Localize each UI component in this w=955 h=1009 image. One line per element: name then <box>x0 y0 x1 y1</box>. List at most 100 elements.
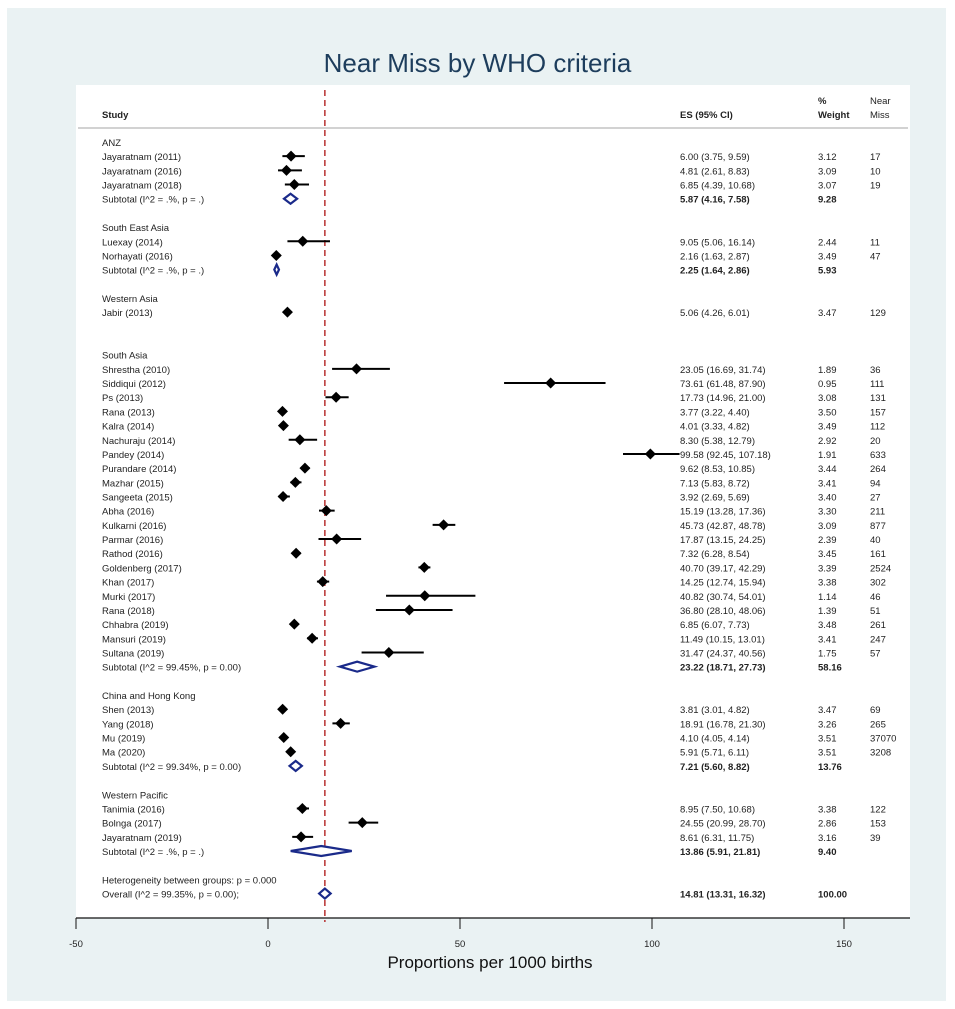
header-nearmiss-2: Miss <box>870 110 890 121</box>
es-ci-value: 73.61 (61.48, 87.90) <box>680 379 766 390</box>
es-ci-value: 6.85 (6.07, 7.73) <box>680 620 750 631</box>
es-ci-value: 8.95 (7.50, 10.68) <box>680 804 755 815</box>
point-estimate <box>285 746 297 758</box>
weight-value: 3.50 <box>818 407 837 418</box>
study-label: Kalra (2014) <box>102 422 154 433</box>
near-miss-value: 131 <box>870 393 886 404</box>
weight-value: 3.51 <box>818 748 837 759</box>
near-miss-value: 37070 <box>870 734 896 745</box>
point-estimate <box>285 150 297 162</box>
group-label: Western Pacific <box>102 790 168 801</box>
es-ci-value: 45.73 (42.87, 48.78) <box>680 521 766 532</box>
near-miss-value: 40 <box>870 535 881 546</box>
study-label: Mansuri (2019) <box>102 634 166 645</box>
point-estimate <box>278 732 290 744</box>
weight-value: 3.16 <box>818 833 837 844</box>
near-miss-value: 129 <box>870 308 886 319</box>
near-miss-value: 111 <box>870 379 884 390</box>
point-estimate <box>296 802 308 814</box>
weight-value: 3.47 <box>818 705 837 716</box>
point-estimate <box>419 590 431 602</box>
es-ci-value: 17.87 (13.15, 24.25) <box>680 535 766 546</box>
point-estimate <box>383 646 395 658</box>
es-ci-value: 31.47 (24.37, 40.56) <box>680 648 766 659</box>
study-label: Jayaratnam (2018) <box>102 181 182 192</box>
plot-area <box>76 85 910 918</box>
x-tick-label: 150 <box>836 939 852 950</box>
weight-value: 3.49 <box>818 422 837 433</box>
es-ci-value: 9.62 (8.53, 10.85) <box>680 464 755 475</box>
x-tick-label: 50 <box>455 939 466 950</box>
near-miss-value: 69 <box>870 705 881 716</box>
near-miss-value: 265 <box>870 719 886 730</box>
point-estimate <box>297 235 309 247</box>
es-ci-value: 2.16 (1.63, 2.87) <box>680 251 750 262</box>
study-label: Pandey (2014) <box>102 450 164 461</box>
weight-value: 3.26 <box>818 719 837 730</box>
near-miss-value: 161 <box>870 549 886 560</box>
point-estimate <box>288 179 300 191</box>
near-miss-value: 36 <box>870 365 881 376</box>
study-label: Jayaratnam (2011) <box>102 152 181 163</box>
study-label: Sangeeta (2015) <box>102 493 173 504</box>
point-estimate <box>281 306 293 318</box>
es-ci-value: 5.87 (4.16, 7.58) <box>680 195 750 206</box>
point-estimate <box>306 632 318 644</box>
weight-value: 2.44 <box>818 237 837 248</box>
weight-value: 3.45 <box>818 549 837 560</box>
point-estimate <box>545 377 557 389</box>
near-miss-value: 3208 <box>870 748 891 759</box>
point-estimate <box>280 164 292 176</box>
header-es: ES (95% CI) <box>680 110 733 121</box>
point-estimate <box>403 604 415 616</box>
point-estimate <box>644 448 656 460</box>
near-miss-value: 261 <box>870 620 886 631</box>
study-label: Bolnga (2017) <box>102 819 162 830</box>
es-ci-value: 13.86 (5.91, 21.81) <box>680 847 760 858</box>
near-miss-value: 264 <box>870 464 886 475</box>
es-ci-value: 11.49 (10.15, 13.01) <box>680 634 765 645</box>
study-label: Yang (2018) <box>102 719 154 730</box>
point-estimate <box>418 561 430 573</box>
near-miss-value: 247 <box>870 634 886 645</box>
weight-value: 3.08 <box>818 393 837 404</box>
x-tick-label: 0 <box>265 939 270 950</box>
point-estimate <box>288 618 300 630</box>
near-miss-value: 94 <box>870 478 881 489</box>
es-ci-value: 18.91 (16.78, 21.30) <box>680 719 766 730</box>
study-label: Rana (2018) <box>102 606 155 617</box>
weight-value: 9.28 <box>818 195 837 206</box>
near-miss-value: 112 <box>870 422 885 433</box>
subtotal-diamond <box>273 262 281 278</box>
near-miss-value: 122 <box>870 804 886 815</box>
near-miss-value: 157 <box>870 407 886 418</box>
near-miss-value: 46 <box>870 592 881 603</box>
heterogeneity-note: Heterogeneity between groups: p = 0.000 <box>102 875 277 886</box>
es-ci-value: 15.19 (13.28, 17.36) <box>680 507 766 518</box>
subtotal-label: Subtotal (I^2 = .%, p = .) <box>102 266 204 277</box>
x-tick-label: -50 <box>69 939 83 950</box>
es-ci-value: 5.06 (4.26, 6.01) <box>680 308 750 319</box>
weight-value: 3.41 <box>818 478 837 489</box>
near-miss-value: 39 <box>870 833 881 844</box>
subtotal-diamond <box>335 660 379 673</box>
group-label: South East Asia <box>102 223 170 234</box>
group-label: China and Hong Kong <box>102 691 196 702</box>
study-label: Mu (2019) <box>102 734 145 745</box>
near-miss-value: 47 <box>870 251 881 262</box>
study-label: Rathod (2016) <box>102 549 163 560</box>
near-miss-value: 153 <box>870 819 886 830</box>
subtotal-diamond <box>287 759 304 773</box>
group-label: South Asia <box>102 351 148 362</box>
es-ci-value: 99.58 (92.45, 107.18) <box>680 450 771 461</box>
header-study: Study <box>102 110 129 121</box>
es-ci-value: 7.32 (6.28, 8.54) <box>680 549 750 560</box>
es-ci-value: 14.81 (13.31, 16.32) <box>680 890 766 901</box>
study-label: Sultana (2019) <box>102 648 164 659</box>
es-ci-value: 3.81 (3.01, 4.82) <box>680 705 750 716</box>
study-label: Jayaratnam (2019) <box>102 833 182 844</box>
near-miss-value: 2524 <box>870 563 891 574</box>
study-label: Goldenberg (2017) <box>102 563 182 574</box>
es-ci-value: 36.80 (28.10, 48.06) <box>680 606 766 617</box>
